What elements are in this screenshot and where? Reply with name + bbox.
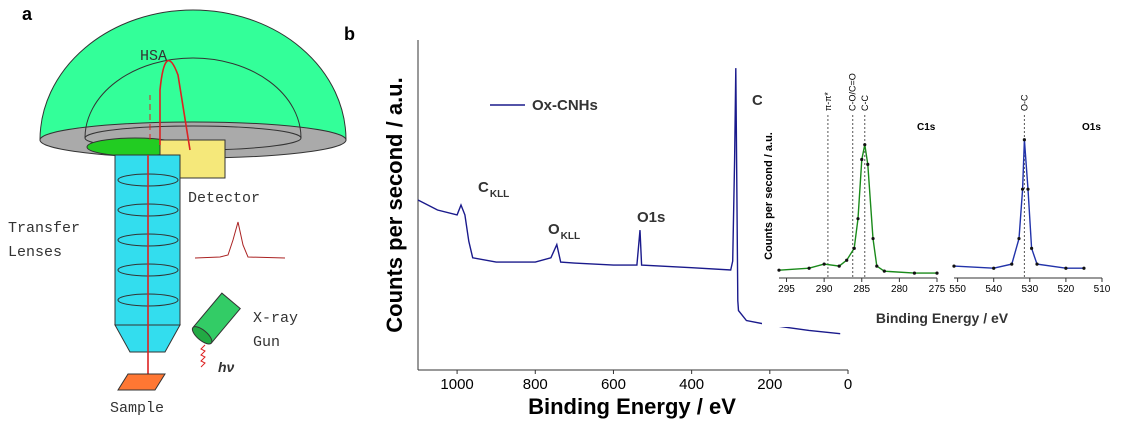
- data-point: [912, 271, 917, 275]
- data-point: [852, 246, 856, 250]
- reference-label: π-π*: [823, 92, 833, 111]
- x-tick-label: 1000: [440, 376, 473, 393]
- diagram-label: hν: [218, 359, 235, 375]
- x-tick-label: 540: [985, 284, 1002, 295]
- data-point: [1082, 266, 1086, 270]
- data-point: [1022, 138, 1026, 142]
- reference-label: C-C: [860, 95, 870, 111]
- x-tick-label: 0: [844, 376, 852, 393]
- x-tick-label: 510: [1094, 284, 1111, 295]
- diagram-label: Transfer: [8, 220, 80, 237]
- data-point: [882, 269, 886, 273]
- data-point: [952, 264, 956, 268]
- annotation: O1s: [637, 209, 665, 226]
- data-point: [863, 143, 867, 147]
- x-tick-label: 295: [778, 284, 795, 295]
- panel-label: b: [344, 24, 355, 44]
- inset-background: [762, 95, 1112, 327]
- x-tick-label: 550: [949, 284, 966, 295]
- data-point: [1010, 262, 1014, 266]
- data-point: [1035, 262, 1039, 266]
- x-axis-label: Binding Energy / eV: [528, 394, 736, 419]
- data-point: [845, 258, 849, 262]
- data-point: [935, 271, 939, 275]
- reference-label: C-O/C=O: [848, 73, 858, 111]
- x-tick-label: 520: [1058, 284, 1075, 295]
- x-tick-label: 290: [816, 284, 833, 295]
- diagram-label: Lenses: [8, 244, 62, 261]
- data-point: [1017, 236, 1021, 241]
- annotation-subscript: KLL: [490, 189, 509, 200]
- x-tick-label: 200: [757, 376, 782, 393]
- analyzer-dome: [39, 9, 347, 141]
- data-point: [856, 217, 860, 221]
- x-tick-label: 800: [523, 376, 548, 393]
- data-point: [1064, 266, 1068, 270]
- sample-plate: [117, 373, 166, 391]
- data-point: [807, 266, 811, 270]
- data-point: [871, 236, 875, 241]
- data-point: [866, 162, 870, 166]
- annotation: O: [548, 221, 560, 238]
- diagram-label: HSA: [140, 48, 167, 65]
- xray-gun: [191, 292, 241, 345]
- x-tick-label: 275: [929, 284, 946, 295]
- xps-diagram: HSA Detector Transfer Lenses X-ray Gun h…: [8, 9, 347, 417]
- annotation: C: [478, 179, 489, 196]
- panel-title: C1s: [917, 122, 936, 133]
- legend-label: Ox-CNHs: [532, 97, 598, 114]
- data-point: [822, 262, 826, 266]
- diagram-label: Sample: [110, 400, 164, 417]
- data-point: [860, 157, 864, 162]
- data-point: [837, 264, 841, 268]
- x-tick-label: 400: [679, 376, 704, 393]
- reference-label: O-C: [1019, 94, 1029, 111]
- x-tick-label: 530: [1021, 284, 1038, 295]
- data-point: [1020, 187, 1025, 191]
- diagram-label: Gun: [253, 334, 280, 351]
- data-point: [875, 264, 879, 268]
- electron-path: [147, 59, 191, 375]
- inner-dome: [84, 57, 302, 139]
- diagram-label: X-ray: [253, 310, 298, 327]
- x-tick-label: 280: [891, 284, 908, 295]
- data-point: [777, 268, 781, 272]
- y-axis-label: Counts per second / a.u.: [382, 77, 407, 332]
- data-point: [1026, 187, 1030, 191]
- data-point: [992, 266, 996, 270]
- diagram-label: Detector: [188, 190, 260, 207]
- panel-label: a: [22, 4, 33, 24]
- xray-beam: [200, 344, 206, 368]
- panel-title: O1s: [1082, 122, 1101, 133]
- inset-y-label: Counts per second / a.u.: [763, 132, 775, 260]
- x-tick-label: 600: [601, 376, 626, 393]
- detector-signal: [194, 221, 286, 259]
- x-tick-label: 285: [853, 284, 870, 295]
- annotation-subscript: KLL: [561, 231, 580, 242]
- series-line: [417, 68, 841, 335]
- inset-x-label: Binding Energy / eV: [876, 310, 1009, 326]
- data-point: [1030, 246, 1034, 250]
